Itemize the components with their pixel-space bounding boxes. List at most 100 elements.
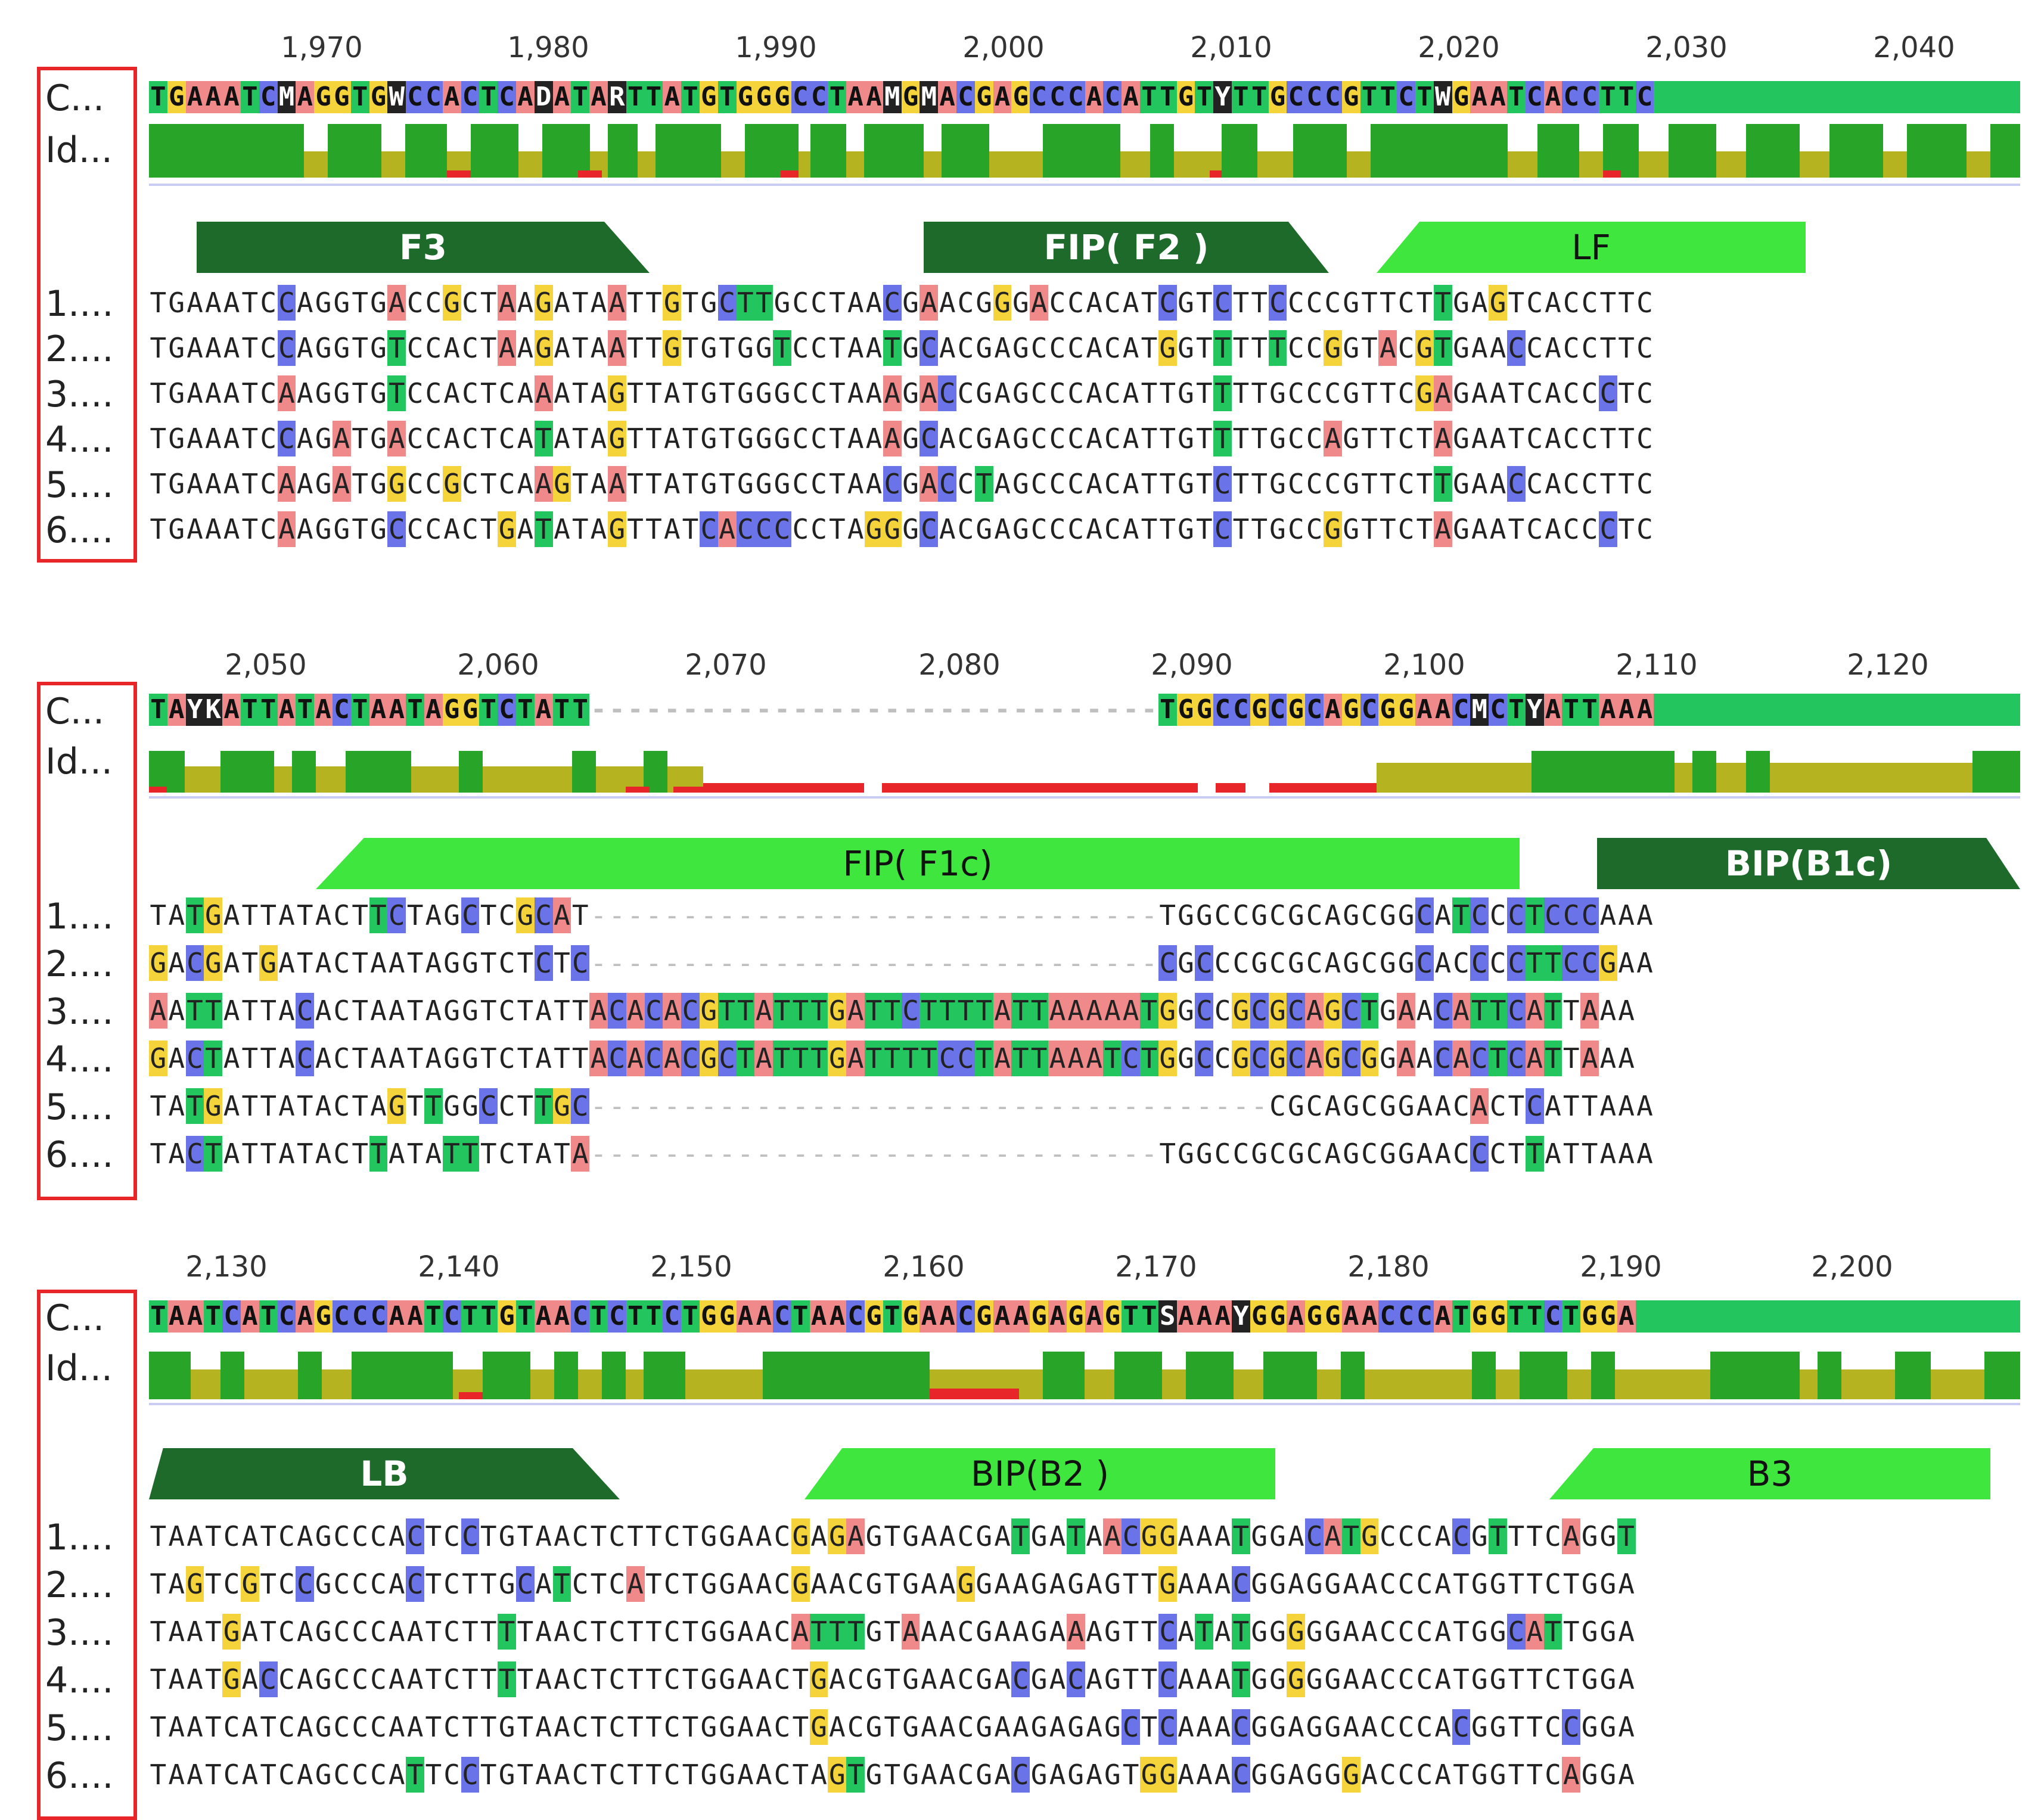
nucleotide-cell: C [846, 1300, 865, 1333]
nucleotide-cell: A [1030, 285, 1048, 321]
nucleotide-cell: G [791, 1518, 810, 1554]
identity-label[interactable]: Id... [45, 744, 113, 779]
nucleotide-cell: T [1213, 421, 1232, 456]
primer-bip-b1c[interactable]: BIP(B1c) [1597, 838, 2020, 889]
identity-label[interactable]: Id... [45, 1350, 113, 1386]
nucleotide-cell: T [351, 694, 369, 726]
nucleotide-cell: G [791, 1566, 810, 1602]
sequence-label-1[interactable]: 1.... [45, 1520, 113, 1555]
nucleotide-cell: A [1085, 421, 1104, 456]
primer-b3[interactable]: B3 [1549, 1448, 1990, 1499]
sequence-label-5[interactable]: 5.... [45, 1710, 113, 1746]
sequence-label-6[interactable]: 6.... [45, 1137, 113, 1173]
sequence-label-4[interactable]: 4.... [45, 1042, 113, 1077]
nucleotide-cell: T [718, 993, 737, 1029]
nucleotide-cell: C [1489, 1088, 1507, 1124]
sequence-label-1[interactable]: 1.... [45, 286, 113, 322]
nucleotide-cell: T [296, 1136, 314, 1172]
consensus-sequence[interactable]: TAYKATTATACTAATAGGTCTATT----------------… [149, 694, 2020, 726]
nucleotide-cell: C [369, 1566, 388, 1602]
sequence-row-6[interactable]: TAATCATCAGCCCATTCCTGTAACTCTTCTGGAACTAGTG… [149, 1757, 2020, 1793]
nucleotide-cell: T [883, 1566, 902, 1602]
sequence-row-5[interactable]: TATGATTATACTAGTTGGCCTTGC----------------… [149, 1088, 2020, 1124]
nucleotide-cell: T [1360, 466, 1379, 502]
nucleotide-cell: G [1030, 1300, 1048, 1333]
sequence-row-1[interactable]: TATGATTATACTTCTAGCTCGCAT----------------… [149, 897, 2020, 933]
nucleotide-cell: C [333, 1709, 351, 1745]
nucleotide-cell: T [259, 1709, 278, 1745]
sequence-row-3[interactable]: TGAAATCAAGGTGTCCACTCAAATAGTTATGTGGGCCTAA… [149, 375, 2020, 411]
nucleotide-cell: C [1544, 1566, 1562, 1602]
nucleotide-cell: T [424, 1709, 443, 1745]
sequence-label-3[interactable]: 3.... [45, 377, 113, 412]
primer-bip-b2[interactable]: BIP(B2 ) [804, 1448, 1275, 1499]
primer-f3[interactable]: F3 [197, 222, 650, 273]
sequence-row-5[interactable]: TGAAATCAAGATGGCCGCTCAAGTAATTATGTGGGCCTAA… [149, 466, 2020, 502]
consensus-label[interactable]: C... [45, 694, 104, 729]
nucleotide-cell: T [351, 945, 369, 981]
nucleotide-cell: G [1287, 1614, 1305, 1650]
sequence-row-3[interactable]: AATTATTACACTAATAGGTCTATTACACACGTTATTTGAT… [149, 993, 2020, 1029]
consensus-label[interactable]: C... [45, 80, 104, 116]
sequence-label-4[interactable]: 4.... [45, 1663, 113, 1698]
identity-graph [149, 739, 2020, 793]
sequence-row-1[interactable]: TGAAATCCAGGTGACCGCTAAGATAATTGTGCTTGCCTAA… [149, 285, 2020, 321]
nucleotide-cell: T [1617, 466, 1636, 502]
nucleotide-cell: T [1360, 375, 1379, 411]
nucleotide-cell: T [883, 1661, 902, 1697]
sequence-label-5[interactable]: 5.... [45, 1089, 113, 1125]
nucleotide-cell: G [608, 375, 626, 411]
primer-lf[interactable]: LF [1377, 222, 1806, 273]
sequence-label-6[interactable]: 6.... [45, 1758, 113, 1794]
sequence-label-5[interactable]: 5.... [45, 467, 113, 503]
nucleotide-cell: T [259, 1518, 278, 1554]
nucleotide-cell: T [553, 945, 571, 981]
nucleotide-cell: A [278, 897, 296, 933]
identity-label[interactable]: Id... [45, 132, 113, 168]
nucleotide-cell: G [1342, 1757, 1360, 1793]
sequence-label-2[interactable]: 2.... [45, 1567, 113, 1603]
nucleotide-cell: C [1636, 330, 1654, 366]
sequence-label-2[interactable]: 2.... [45, 331, 113, 367]
nucleotide-cell: C [222, 1518, 241, 1554]
sequence-row-5[interactable]: TAATCATCAGCCCAATCTTGTAACTCTTCTGGAACTGACG… [149, 1709, 2020, 1745]
sequence-row-6[interactable]: TGAAATCAAGGTGCCCACTGATATAGTTATCACCCCCTAG… [149, 511, 2020, 547]
sequence-label-1[interactable]: 1.... [45, 899, 113, 934]
nucleotide-cell: C [1195, 1041, 1213, 1076]
sequence-row-1[interactable]: TAATCATCAGCCCACTCCTGTAACTCTTCTGGAACGAGAG… [149, 1518, 2020, 1554]
nucleotide-cell: T [1378, 466, 1397, 502]
sequence-label-3[interactable]: 3.... [45, 1615, 113, 1651]
nucleotide-cell: C [1305, 330, 1324, 366]
sequence-row-4[interactable]: TAATGACCAGCCCAATCTTTTAACTCTTCTGGAACTGACG… [149, 1661, 2020, 1697]
sequence-label-3[interactable]: 3.... [45, 994, 113, 1030]
nucleotide-cell: G [259, 945, 278, 981]
sequence-row-4[interactable]: TGAAATCCAGATGACCACTCATATAGTTATGTGGGCCTAA… [149, 421, 2020, 456]
sequence-row-2[interactable]: GACGATGATACTAATAGGTCTCTC----------------… [149, 945, 2020, 981]
nucleotide-cell: A [865, 421, 883, 456]
sequence-row-2[interactable]: TAGTCGTCCGCCCACTCTTGCATCTCATCTGGAACGAACG… [149, 1566, 2020, 1602]
nucleotide-cell: A [167, 1136, 186, 1172]
nucleotide-cell: A [167, 1300, 186, 1333]
consensus-sequence[interactable]: TAATCATCAGCCCAATCTTGTAACTCTTCTGGAACTAACG… [149, 1300, 2020, 1333]
sequence-row-4[interactable]: GACTATTACACTAATAGGTCTATTACACACGCTATTTGAT… [149, 1041, 2020, 1076]
gap-cell: - [608, 1088, 626, 1124]
sequence-row-6[interactable]: TACTATTATACTTATATTTCTATA----------------… [149, 1136, 2020, 1172]
nucleotide-cell: G [1342, 285, 1360, 321]
sequence-label-4[interactable]: 4.... [45, 422, 113, 458]
nucleotide-cell: C [1030, 330, 1048, 366]
consensus-label[interactable]: C... [45, 1300, 104, 1336]
nucleotide-cell: T [498, 1614, 516, 1650]
sequence-row-3[interactable]: TAATGATCAGCCCAATCTTTTAACTCTTCTGGAACATTTG… [149, 1614, 2020, 1650]
sequence-row-2[interactable]: TGAAATCCAGGTGTCCACTAAGATAATTGTGTGGTCCTAA… [149, 330, 2020, 366]
primer-fip-f1c[interactable]: FIP( F1c) [316, 838, 1520, 889]
primer-fip-f2[interactable]: FIP( F2 ) [924, 222, 1329, 273]
consensus-sequence[interactable]: TGAAATCMAGGTGWCCACTCADATARTTATGTGGGCCTAA… [149, 81, 2020, 113]
nucleotide-cell: A [1434, 694, 1452, 726]
nucleotide-cell: A [167, 1518, 186, 1554]
sequence-label-6[interactable]: 6.... [45, 513, 113, 548]
nucleotide-cell: G [718, 1757, 737, 1793]
sequence-label-2[interactable]: 2.... [45, 946, 113, 982]
primer-lb[interactable]: LB [149, 1448, 620, 1499]
nucleotide-cell: C [1048, 375, 1067, 411]
nucleotide-cell: C [1580, 466, 1599, 502]
